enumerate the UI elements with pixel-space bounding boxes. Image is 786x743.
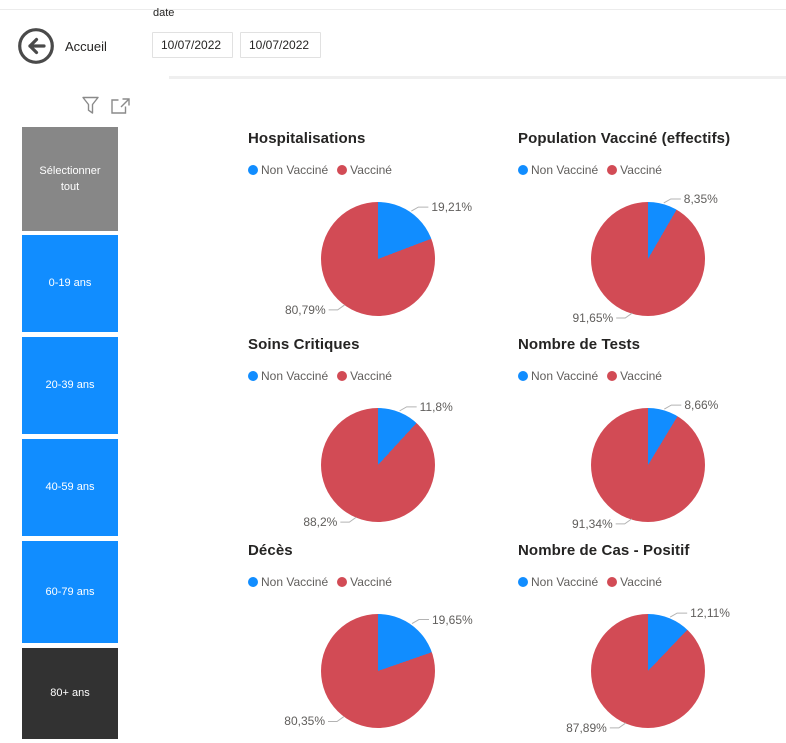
legend-label: Vacciné — [350, 163, 392, 177]
chart-title: Nombre de Tests — [518, 336, 641, 353]
chart-legend: Non Vacciné Vacciné — [518, 163, 662, 177]
pie-plot: 19,21% 80,79% — [248, 187, 508, 333]
legend-label: Vacciné — [350, 575, 392, 589]
pie-chart[interactable] — [321, 614, 435, 728]
filter-funnel-icon — [82, 96, 99, 118]
legend-label: Non Vacciné — [531, 575, 599, 589]
pie-plot: 8,66% 91,34% — [518, 393, 778, 539]
legend-item-vaccine[interactable]: Vacciné — [607, 575, 662, 589]
legend-dot-icon — [248, 577, 258, 587]
legend-item-non-vaccine[interactable]: Non Vacciné — [248, 163, 328, 177]
pie-plot: 11,8% 88,2% — [248, 393, 508, 539]
chart-title: Soins Critiques — [248, 336, 360, 353]
pie-chart[interactable] — [321, 202, 435, 316]
slicer-0-19-button[interactable]: 0-19 ans — [22, 235, 118, 332]
legend-dot-icon — [607, 165, 618, 175]
slice-label-non-vaccine: 19,21% — [431, 200, 473, 215]
date-slicer-title: date — [153, 7, 175, 19]
slice-label-vaccine: 88,2% — [303, 515, 338, 530]
legend-item-vaccine[interactable]: Vacciné — [607, 163, 662, 177]
chart-nombre-de-cas-positif: Nombre de Cas - Positif Non Vacciné Vacc… — [518, 539, 786, 743]
chart-title: Nombre de Cas - Positif — [518, 542, 690, 559]
chart-legend: Non Vacciné Vacciné — [248, 369, 392, 383]
focus-mode-button[interactable] — [111, 98, 130, 114]
legend-dot-icon — [518, 371, 528, 381]
pie-plot: 8,35% 91,65% — [518, 187, 778, 333]
legend-item-non-vaccine[interactable]: Non Vacciné — [518, 163, 598, 177]
legend-dot-icon — [248, 371, 258, 381]
chart-deces: Décès Non Vacciné Vacciné 19,65% 80,35% — [248, 539, 516, 743]
pie-plot: 12,11% 87,89% — [518, 599, 778, 743]
chart-title: Décès — [248, 542, 293, 559]
pie-chart[interactable] — [321, 408, 435, 522]
legend-item-vaccine[interactable]: Vacciné — [337, 575, 392, 589]
chart-hospitalisations: Hospitalisations Non Vacciné Vacciné 19,… — [248, 127, 516, 333]
legend-label: Non Vacciné — [261, 575, 329, 589]
legend-dot-icon — [248, 165, 258, 175]
pie-chart[interactable] — [591, 202, 705, 316]
chart-title: Hospitalisations — [248, 130, 366, 147]
legend-dot-icon — [607, 371, 618, 381]
legend-label: Vacciné — [620, 163, 662, 177]
legend-dot-icon — [337, 371, 348, 381]
slice-label-vaccine: 80,35% — [284, 714, 325, 729]
pie-plot: 19,65% 80,35% — [248, 599, 508, 743]
chart-legend: Non Vacciné Vacciné — [518, 369, 662, 383]
slice-label-vaccine: 87,89% — [566, 720, 607, 735]
pie-chart[interactable] — [591, 614, 705, 728]
legend-dot-icon — [607, 577, 618, 587]
date-end-input[interactable] — [240, 32, 321, 58]
legend-item-vaccine[interactable]: Vacciné — [337, 163, 392, 177]
date-range-slider[interactable] — [169, 76, 786, 79]
pie-chart[interactable] — [591, 408, 705, 522]
focus-mode-icon — [111, 98, 130, 117]
slicer-select-all-button[interactable]: Sélectionner tout — [22, 127, 118, 231]
legend-label: Non Vacciné — [531, 163, 599, 177]
slice-label-vaccine: 91,65% — [572, 311, 614, 326]
legend-label: Non Vacciné — [261, 369, 329, 383]
slice-label-non-vaccine: 12,11% — [690, 606, 730, 621]
date-start-input[interactable] — [152, 32, 233, 58]
back-button[interactable] — [17, 27, 55, 65]
legend-label: Non Vacciné — [531, 369, 599, 383]
slice-label-non-vaccine: 19,65% — [431, 612, 473, 627]
legend-item-non-vaccine[interactable]: Non Vacciné — [248, 575, 328, 589]
legend-dot-icon — [337, 165, 348, 175]
slicer-60-79-button[interactable]: 60-79 ans — [22, 541, 118, 643]
slice-label-vaccine: 91,34% — [571, 516, 613, 531]
legend-label: Vacciné — [620, 575, 662, 589]
chart-nombre-de-tests: Nombre de Tests Non Vacciné Vacciné 8,66… — [518, 333, 786, 539]
legend-item-non-vaccine[interactable]: Non Vacciné — [518, 575, 598, 589]
legend-item-vaccine[interactable]: Vacciné — [607, 369, 662, 383]
back-arrow-circle-icon — [17, 28, 55, 68]
slice-label-non-vaccine: 8,35% — [683, 191, 718, 206]
home-label: Accueil — [65, 39, 107, 54]
legend-item-non-vaccine[interactable]: Non Vacciné — [248, 369, 328, 383]
legend-dot-icon — [337, 577, 348, 587]
slicer-40-59-button[interactable]: 40-59 ans — [22, 439, 118, 536]
legend-item-non-vaccine[interactable]: Non Vacciné — [518, 369, 598, 383]
legend-item-vaccine[interactable]: Vacciné — [337, 369, 392, 383]
slice-label-non-vaccine: 8,66% — [684, 398, 719, 413]
legend-label: Vacciné — [350, 369, 392, 383]
chart-title: Population Vacciné (effectifs) — [518, 130, 731, 147]
legend-dot-icon — [518, 577, 528, 587]
top-divider — [0, 9, 786, 10]
legend-dot-icon — [518, 165, 528, 175]
chart-soins-critiques: Soins Critiques Non Vacciné Vacciné 11,8… — [248, 333, 516, 539]
legend-label: Non Vacciné — [261, 163, 329, 177]
legend-label: Vacciné — [620, 369, 662, 383]
slice-label-non-vaccine: 11,8% — [419, 399, 453, 414]
chart-legend: Non Vacciné Vacciné — [248, 575, 392, 589]
chart-legend: Non Vacciné Vacciné — [518, 575, 662, 589]
slicer-20-39-button[interactable]: 20-39 ans — [22, 337, 118, 434]
filter-button[interactable] — [82, 96, 99, 115]
slice-label-vaccine: 80,79% — [284, 302, 326, 317]
slicer-80-plus-button[interactable]: 80+ ans — [22, 648, 118, 739]
chart-legend: Non Vacciné Vacciné — [248, 163, 392, 177]
chart-population-vaccine: Population Vacciné (effectifs) Non Vacci… — [518, 127, 786, 333]
